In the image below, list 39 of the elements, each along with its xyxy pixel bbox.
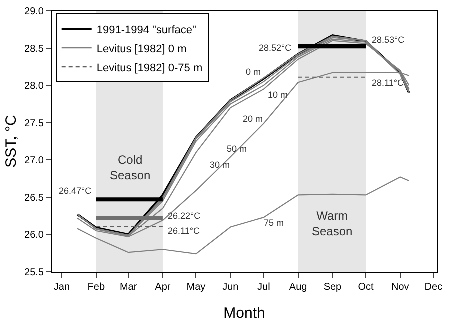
annotation: 26.11°C (168, 226, 200, 236)
x-tick-label: Nov (391, 282, 410, 293)
annotation: 0 m (246, 67, 262, 77)
x-tick-label: Dec (424, 282, 443, 293)
annotation: 50 m (227, 144, 248, 154)
annotation: 28.53°C (372, 35, 406, 45)
y-tick-label: 28.0 (24, 81, 44, 92)
annotation: 75 m (264, 218, 284, 228)
x-tick-label: Jul (258, 282, 270, 293)
annotation: 26.47°C (59, 186, 92, 196)
x-tick-label: Feb (88, 282, 106, 293)
x-axis-title: Month (224, 305, 266, 322)
x-tick-label: Apr (155, 282, 172, 293)
annotation: 30 m (210, 160, 230, 170)
annotation: 28.11°C (372, 78, 404, 88)
x-tick-label: Jun (222, 282, 239, 293)
y-tick-label: 27.5 (24, 118, 44, 130)
x-tick-label: May (186, 282, 206, 293)
annotation: 20 m (243, 114, 264, 124)
legend-label: Levitus [1982] 0-75 m (96, 62, 203, 74)
annotation: 26.22°C (168, 211, 202, 221)
y-axis-title: SST, °C (2, 115, 20, 168)
y-tick-label: 29.0 (24, 6, 44, 18)
legend-label: 1991-1994 "surface" (96, 24, 196, 36)
band-label: Warm Season (312, 209, 353, 239)
y-tick-label: 26.5 (24, 192, 44, 204)
legend-label: Levitus [1982] 0 m (96, 43, 187, 56)
annotation: 28.52°C (259, 43, 292, 53)
band-label: Cold Season (110, 153, 151, 183)
x-tick-label: Oct (358, 282, 374, 293)
y-tick-label: 27.0 (24, 156, 44, 167)
x-tick-label: Sep (324, 282, 342, 293)
y-tick-label: 26.0 (24, 230, 44, 242)
x-tick-label: Aug (289, 282, 308, 293)
y-tick-label: 28.5 (24, 44, 44, 55)
x-tick-label: Mar (120, 282, 138, 293)
annotation: 10 m (268, 90, 288, 100)
x-tick-label: Jan (54, 282, 70, 293)
y-tick-label: 25.5 (24, 268, 44, 278)
